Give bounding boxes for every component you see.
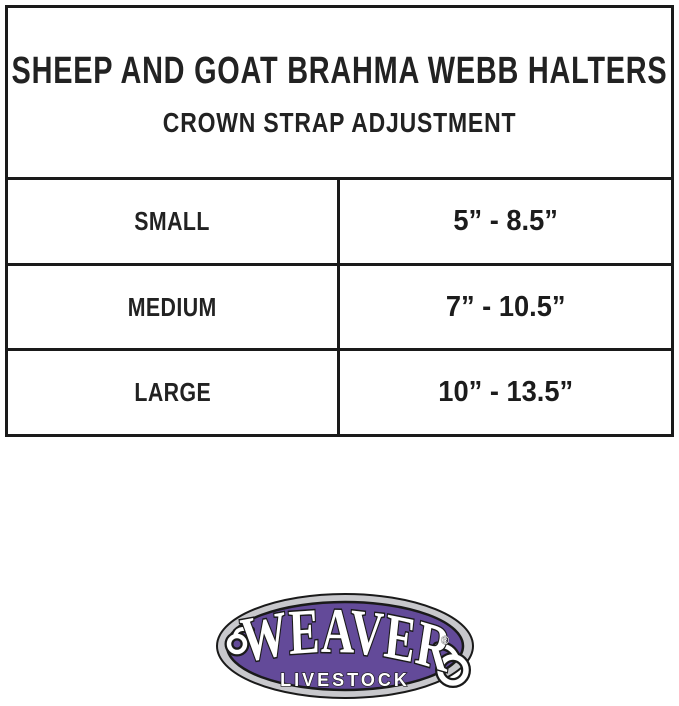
size-cell-medium: MEDIUM xyxy=(8,265,340,349)
table-header: SHEEP AND GOAT BRAHMA WEBB HALTERS CROWN… xyxy=(8,8,671,177)
chart-subtitle: CROWN STRAP ADJUSTMENT xyxy=(162,107,517,138)
range-value: 10” - 13.5” xyxy=(437,376,573,409)
size-table: SHEEP AND GOAT BRAHMA WEBB HALTERS CROWN… xyxy=(5,5,674,437)
right-flourish xyxy=(432,641,471,688)
table-row-medium: MEDIUM 7” - 10.5” xyxy=(8,262,672,349)
left-flourish xyxy=(224,624,255,657)
size-label: SMALL xyxy=(134,205,210,236)
range-value: 7” - 10.5” xyxy=(445,290,566,323)
chart-title: SHEEP AND GOAT BRAHMA WEBB HALTERS xyxy=(11,50,668,92)
range-cell-large: 10” - 13.5” xyxy=(340,351,672,434)
logo-subbrand-text: LIVESTOCK xyxy=(280,670,410,690)
table-row-small: SMALL 5” - 8.5” xyxy=(8,177,671,263)
registered-trademark-icon: ® xyxy=(441,635,449,647)
size-cell-large: LARGE xyxy=(8,351,340,435)
size-label: LARGE xyxy=(133,377,211,408)
range-value: 5” - 8.5” xyxy=(452,204,558,237)
range-cell-small: 5” - 8.5” xyxy=(340,180,672,263)
size-cell-small: SMALL xyxy=(8,180,340,263)
weaver-logo-svg: WEAVER LIVESTOCK ® xyxy=(216,593,474,699)
size-label: MEDIUM xyxy=(127,291,217,322)
range-cell-medium: 7” - 10.5” xyxy=(340,266,672,349)
table-row-large: LARGE 10” - 13.5” xyxy=(8,348,672,435)
weaver-livestock-logo: WEAVER LIVESTOCK ® xyxy=(213,588,477,700)
